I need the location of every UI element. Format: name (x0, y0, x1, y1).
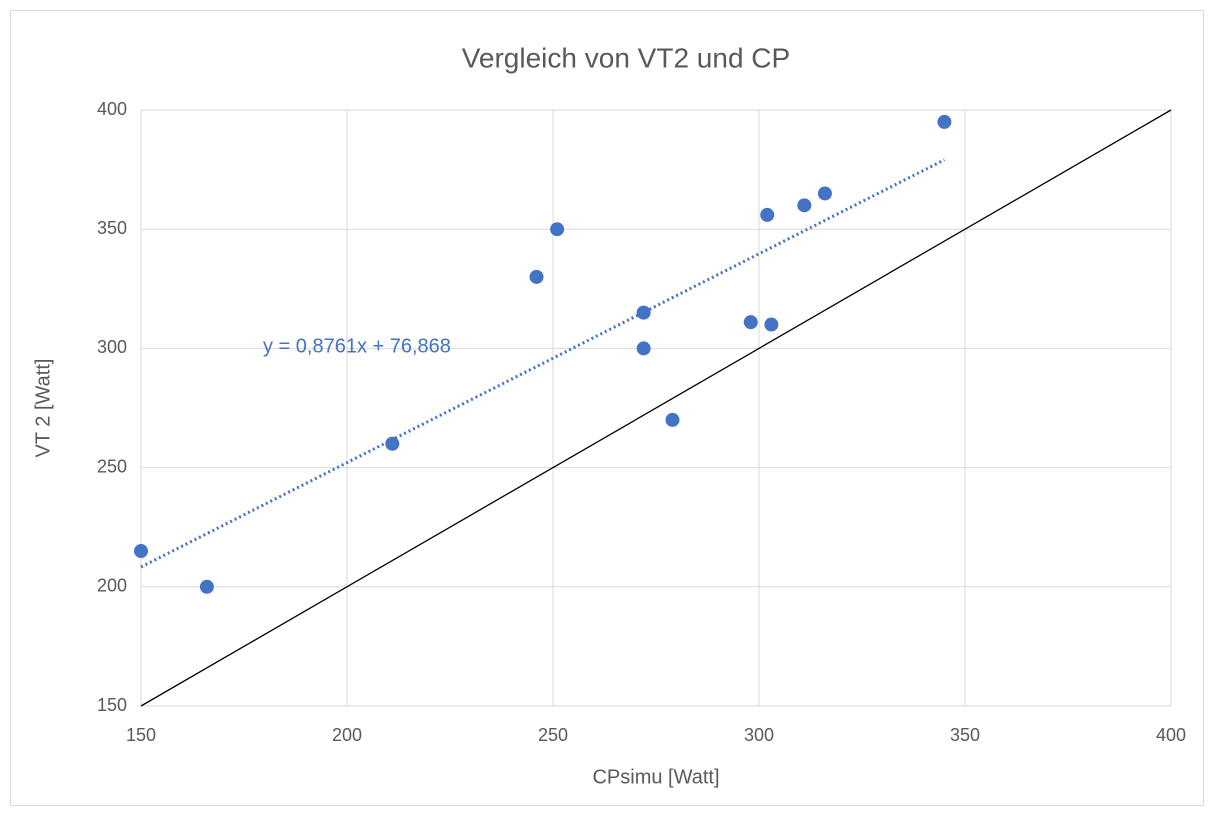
point (817, 186, 832, 201)
x-tick-label: 150 (126, 725, 156, 745)
chart-title: Vergleich von VT2 und CP (462, 42, 790, 73)
point (760, 207, 775, 222)
point (134, 544, 148, 559)
point (636, 305, 651, 320)
point (636, 341, 651, 356)
point (529, 269, 544, 284)
y-axis-label: VT 2 [Watt] (32, 359, 54, 458)
y-tick-label: 350 (97, 218, 127, 238)
x-tick-label: 250 (538, 725, 568, 745)
y-tick-label: 250 (97, 456, 127, 476)
reference-line (140, 109, 1172, 707)
y-tick-label: 200 (97, 576, 127, 596)
x-tick-label: 350 (950, 725, 980, 745)
y-tick-label: 150 (97, 695, 127, 715)
y-tick-label: 300 (97, 337, 127, 357)
x-tick-label: 200 (332, 725, 362, 745)
x-tick-label: 300 (744, 725, 774, 745)
point (937, 114, 952, 129)
trendline-label: y = 0,8761x + 76,868 (263, 335, 451, 357)
point (665, 412, 680, 427)
point (550, 222, 565, 237)
point (797, 198, 812, 213)
y-tick-label: 400 (97, 99, 127, 119)
trendline (140, 158, 946, 569)
x-axis-label: CPsimu [Watt] (592, 766, 719, 788)
point (199, 579, 214, 594)
chart-border (10, 10, 1204, 806)
x-tick-label: 400 (1156, 725, 1186, 745)
point (743, 315, 758, 330)
point (385, 436, 400, 451)
point (764, 317, 779, 332)
